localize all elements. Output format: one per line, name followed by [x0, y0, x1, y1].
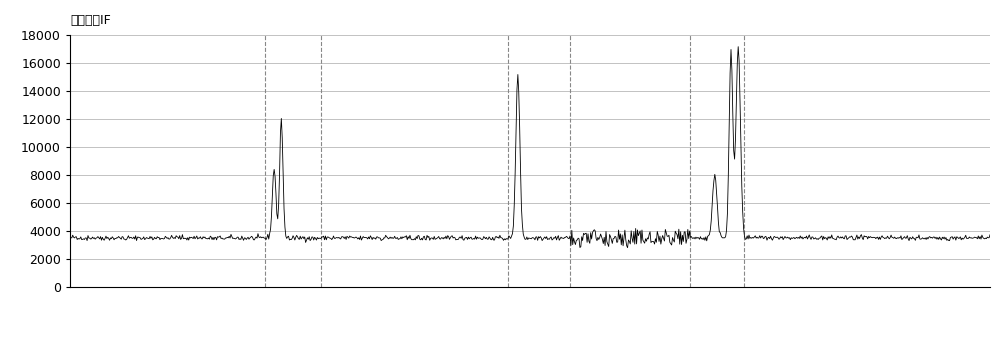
Text: 荧光强度IF: 荧光强度IF: [70, 14, 111, 27]
